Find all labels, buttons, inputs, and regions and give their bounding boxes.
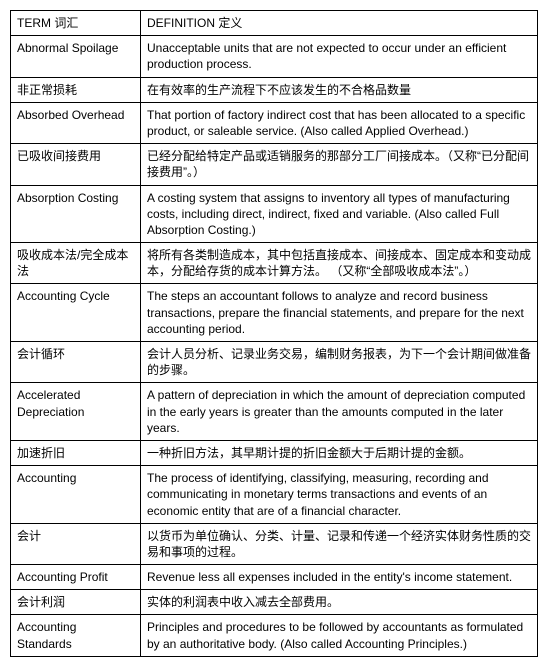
term-cell: 会计 [11,523,141,564]
term-cell: 吸收成本法/完全成本法 [11,243,141,284]
table-row: Abnormal SpoilageUnacceptable units that… [11,36,538,77]
definition-cell: Principles and procedures to be followed… [141,615,538,656]
definition-cell: 已经分配给特定产品或适销服务的那部分工厂间接成本。（又称“已分配间接费用”。） [141,144,538,185]
term-cell: 加速折旧 [11,440,141,465]
table-row: Absorption CostingA costing system that … [11,185,538,243]
term-cell: Accounting Cycle [11,284,141,342]
table-row: 加速折旧一种折旧方法，其早期计提的折旧金额大于后期计提的金额。 [11,440,538,465]
term-cell: Accelerated Depreciation [11,383,141,441]
header-row: TERM 词汇 DEFINITION 定义 [11,11,538,36]
term-cell: Abnormal Spoilage [11,36,141,77]
table-row: 会计以货币为单位确认、分类、计量、记录和传递一个经济实体财务性质的交易和事项的过… [11,523,538,564]
table-row: AccountingThe process of identifying, cl… [11,466,538,524]
table-row: Accounting CycleThe steps an accountant … [11,284,538,342]
term-cell: Absorption Costing [11,185,141,243]
term-cell: 已吸收间接费用 [11,144,141,185]
term-cell: Accounting Profit [11,565,141,590]
definition-cell: A pattern of depreciation in which the a… [141,383,538,441]
definition-cell: The steps an accountant follows to analy… [141,284,538,342]
definition-cell: 以货币为单位确认、分类、计量、记录和传递一个经济实体财务性质的交易和事项的过程。 [141,523,538,564]
definition-cell: Unacceptable units that are not expected… [141,36,538,77]
definition-cell: 一种折旧方法，其早期计提的折旧金额大于后期计提的金额。 [141,440,538,465]
table-row: Absorbed OverheadThat portion of factory… [11,102,538,143]
table-row: 会计利润实体的利润表中收入减去全部费用。 [11,590,538,615]
term-cell: Accounting Standards [11,615,141,656]
definition-cell: 实体的利润表中收入减去全部费用。 [141,590,538,615]
header-term: TERM 词汇 [11,11,141,36]
table-row: 非正常损耗在有效率的生产流程下不应该发生的不合格品数量 [11,77,538,102]
glossary-table: TERM 词汇 DEFINITION 定义 Abnormal SpoilageU… [10,10,538,657]
definition-cell: That portion of factory indirect cost th… [141,102,538,143]
definition-cell: 在有效率的生产流程下不应该发生的不合格品数量 [141,77,538,102]
table-row: 吸收成本法/完全成本法将所有各类制造成本，其中包括直接成本、间接成本、固定成本和… [11,243,538,284]
table-row: Accounting StandardsPrinciples and proce… [11,615,538,656]
term-cell: Absorbed Overhead [11,102,141,143]
term-cell: 会计利润 [11,590,141,615]
table-row: Accounting ProfitRevenue less all expens… [11,565,538,590]
definition-cell: The process of identifying, classifying,… [141,466,538,524]
term-cell: 非正常损耗 [11,77,141,102]
term-cell: Accounting [11,466,141,524]
definition-cell: 会计人员分析、记录业务交易，编制财务报表，为下一个会计期间做准备的步骤。 [141,342,538,383]
table-row: 会计循环会计人员分析、记录业务交易，编制财务报表，为下一个会计期间做准备的步骤。 [11,342,538,383]
definition-cell: A costing system that assigns to invento… [141,185,538,243]
header-definition: DEFINITION 定义 [141,11,538,36]
table-row: Accelerated DepreciationA pattern of dep… [11,383,538,441]
definition-cell: Revenue less all expenses included in th… [141,565,538,590]
definition-cell: 将所有各类制造成本，其中包括直接成本、间接成本、固定成本和变动成本，分配给存货的… [141,243,538,284]
term-cell: 会计循环 [11,342,141,383]
table-row: 已吸收间接费用已经分配给特定产品或适销服务的那部分工厂间接成本。（又称“已分配间… [11,144,538,185]
